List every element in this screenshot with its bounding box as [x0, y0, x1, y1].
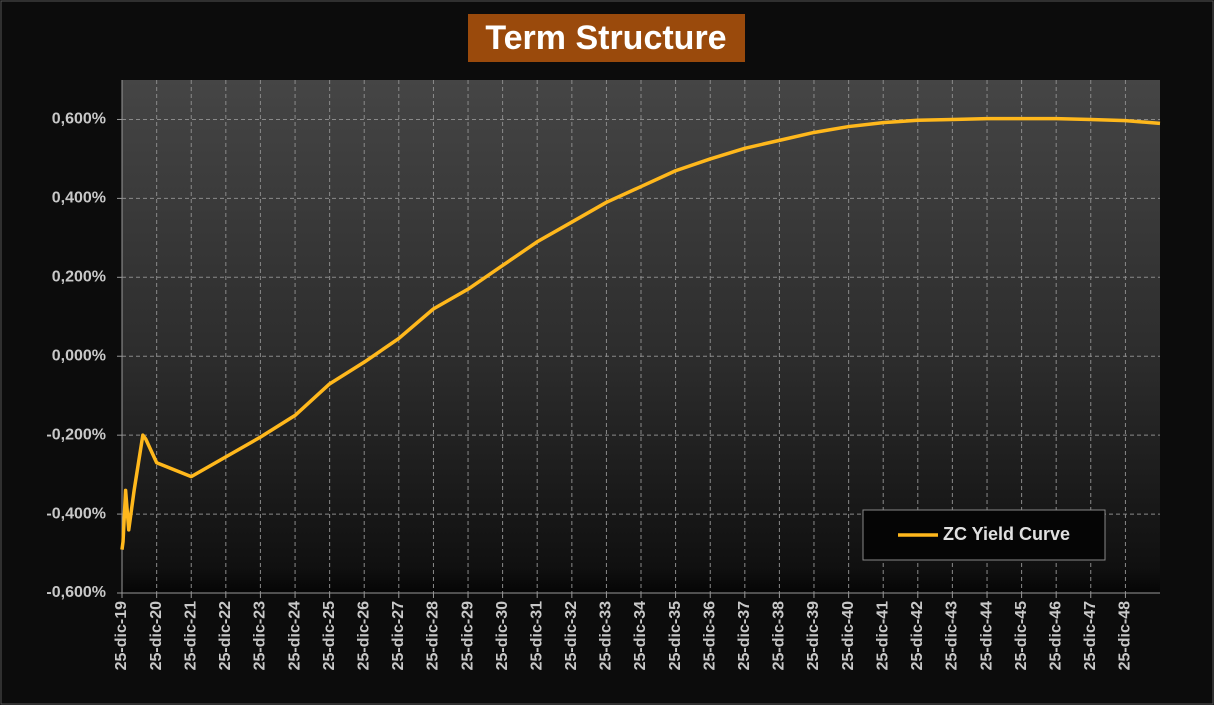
y-tick-label: -0,600%	[46, 584, 106, 601]
x-tick-label: 25-dic-45	[1013, 601, 1030, 670]
x-tick-label: 25-dic-40	[840, 601, 857, 670]
x-tick-label: 25-dic-19	[113, 601, 130, 670]
x-tick-label: 25-dic-26	[355, 601, 372, 670]
x-tick-label: 25-dic-25	[321, 601, 338, 670]
x-tick-label: 25-dic-27	[390, 601, 407, 670]
x-tick-label: 25-dic-32	[563, 601, 580, 670]
series-line	[120, 116, 1161, 550]
y-tick-label: 0,600%	[52, 111, 106, 128]
x-tick-label: 25-dic-30	[494, 601, 511, 670]
x-tick-label: 25-dic-36	[701, 601, 718, 670]
x-tick-label: 25-dic-34	[632, 601, 649, 670]
x-tick-label: 25-dic-20	[148, 601, 165, 670]
x-tick-label: 25-dic-37	[736, 601, 753, 670]
x-tick-label: 25-dic-31	[528, 601, 545, 670]
x-tick-label: 25-dic-33	[598, 601, 615, 670]
x-tick-label: 25-dic-42	[909, 601, 926, 670]
x-tick-label: 25-dic-23	[252, 601, 269, 670]
y-tick-label: 0,200%	[52, 269, 106, 286]
y-tick-label: 0,400%	[52, 190, 106, 207]
x-tick-label: 25-dic-35	[667, 601, 684, 670]
legend-label: ZC Yield Curve	[943, 524, 1070, 544]
x-tick-label: 25-dic-38	[771, 601, 788, 670]
x-tick-label: 25-dic-43	[944, 601, 961, 670]
x-tick-label: 25-dic-46	[1047, 601, 1064, 670]
x-tick-label: 25-dic-21	[182, 601, 199, 670]
title-box	[468, 14, 745, 62]
x-tick-label: 25-dic-41	[874, 601, 891, 670]
x-tick-label: 25-dic-28	[425, 601, 442, 670]
y-tick-label: -0,200%	[46, 426, 106, 443]
x-tick-label: 25-dic-39	[805, 601, 822, 670]
x-tick-label: 25-dic-47	[1082, 601, 1099, 670]
chart-title: Term Structure	[485, 19, 726, 57]
x-tick-label: 25-dic-48	[1117, 601, 1134, 670]
x-tick-label: 25-dic-22	[217, 601, 234, 670]
x-tick-label: 25-dic-24	[286, 601, 303, 670]
y-tick-label: 0,000%	[52, 347, 106, 364]
x-tick-label: 25-dic-44	[978, 601, 995, 670]
x-tick-label: 25-dic-29	[459, 601, 476, 670]
y-tick-label: -0,400%	[46, 505, 106, 522]
